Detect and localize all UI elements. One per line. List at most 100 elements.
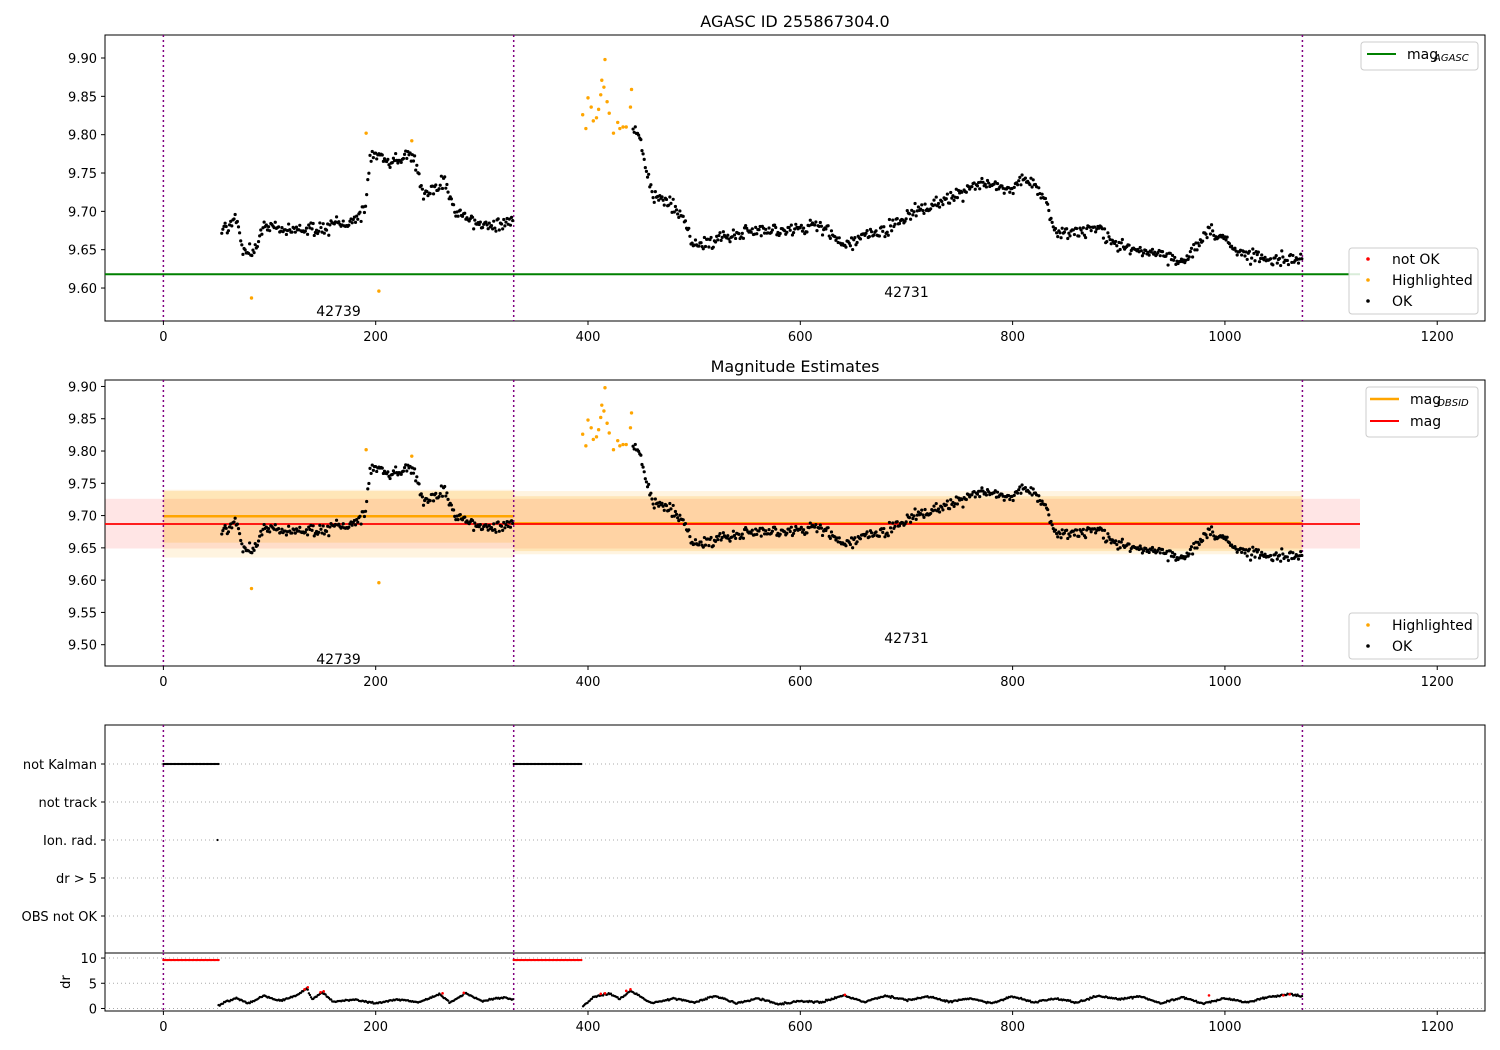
ok-point (341, 522, 345, 526)
ok-point (226, 229, 231, 233)
x-tick-label: 600 (788, 1020, 813, 1035)
ok-point (941, 203, 945, 207)
ok-point (1147, 253, 1151, 257)
ok-point (755, 232, 759, 236)
ok-point (671, 197, 675, 201)
ok-point (1205, 536, 1209, 540)
ok-point (874, 530, 878, 534)
ok-point (1158, 254, 1162, 258)
ok-point (1115, 244, 1119, 248)
dr-red-point (629, 988, 632, 991)
highlighted-point (410, 454, 414, 458)
ok-point (808, 521, 812, 525)
highlighted-point (605, 100, 609, 104)
highlighted-point (591, 119, 596, 123)
ok-point (229, 219, 233, 223)
ok-point (1083, 235, 1088, 240)
ok-point (318, 523, 322, 527)
ok-point (1046, 202, 1050, 206)
ok-point (677, 215, 681, 219)
x-tick-label: 800 (1000, 330, 1025, 345)
ok-point (454, 214, 458, 218)
x-tick-label: 400 (576, 1020, 601, 1035)
ok-point (631, 444, 635, 448)
ok-point (509, 215, 514, 220)
chart-title: AGASC ID 255867304.0 (700, 12, 889, 31)
ok-point (888, 526, 893, 530)
ok-point (1011, 191, 1015, 196)
ok-point (478, 523, 482, 527)
ok-point (221, 227, 225, 231)
ok-point (260, 232, 264, 236)
ok-point (1023, 176, 1028, 180)
ok-point (1118, 546, 1122, 550)
ok-point (1291, 253, 1295, 258)
ok-point (353, 523, 358, 527)
legend-marker (1366, 623, 1370, 627)
ok-point (1285, 258, 1289, 263)
ok-point (678, 513, 682, 517)
x-tick-label: 400 (576, 330, 601, 345)
ok-point (759, 534, 763, 538)
highlighted-point (628, 105, 633, 109)
x-tick-label: 600 (788, 675, 813, 690)
ok-point (940, 505, 944, 509)
ok-point (681, 518, 685, 522)
ok-point (1201, 539, 1205, 543)
ok-point (243, 546, 247, 550)
ok-point (351, 217, 355, 222)
ok-point (395, 158, 399, 162)
ok-point (412, 154, 417, 158)
ok-point (815, 530, 819, 534)
ok-point (1281, 255, 1285, 259)
ok-point (255, 543, 260, 547)
ok-point (791, 230, 796, 235)
ok-point (672, 514, 676, 518)
ok-point (253, 243, 257, 247)
ok-point (978, 187, 982, 191)
ok-point (1209, 223, 1214, 227)
ok-point (493, 528, 497, 532)
ok-point (877, 234, 881, 238)
ok-point (499, 222, 504, 226)
ok-point (1189, 246, 1194, 251)
ok-point (639, 453, 643, 457)
legend-label: not OK (1392, 252, 1440, 268)
ok-point (243, 248, 247, 252)
ok-point (865, 229, 869, 233)
ok-point (934, 195, 938, 199)
ok-point (412, 467, 417, 471)
ok-point (347, 223, 351, 227)
ok-point (920, 203, 924, 207)
legend-label: Highlighted (1392, 273, 1473, 289)
ok-point (703, 543, 708, 547)
ok-point (829, 229, 834, 233)
ok-point (800, 530, 805, 534)
ok-point (664, 503, 669, 508)
ok-point (805, 230, 809, 234)
ok-point (452, 203, 456, 207)
dr-red-point (322, 990, 325, 993)
ok-point (936, 507, 941, 511)
ok-point (233, 516, 237, 520)
ok-point (262, 523, 266, 527)
ok-point (1089, 229, 1093, 233)
ok-point (304, 528, 309, 532)
dr-saturated-point (580, 958, 583, 962)
ok-point (1128, 252, 1132, 256)
ok-point (1120, 237, 1124, 242)
ok-point (813, 223, 817, 227)
ok-point (683, 521, 688, 526)
y-tick-label: 9.65 (68, 244, 97, 259)
y-tick-label: 9.75 (68, 167, 97, 182)
ok-point (236, 225, 241, 229)
ok-point (1114, 539, 1118, 543)
ok-point (1166, 559, 1170, 563)
ok-point (1153, 548, 1157, 552)
highlighted-point (600, 403, 604, 407)
highlighted-point (621, 442, 625, 447)
legend-box (1360, 41, 1479, 71)
ok-point (984, 185, 988, 189)
ok-point (1030, 493, 1034, 497)
highlighted-point (607, 431, 611, 435)
